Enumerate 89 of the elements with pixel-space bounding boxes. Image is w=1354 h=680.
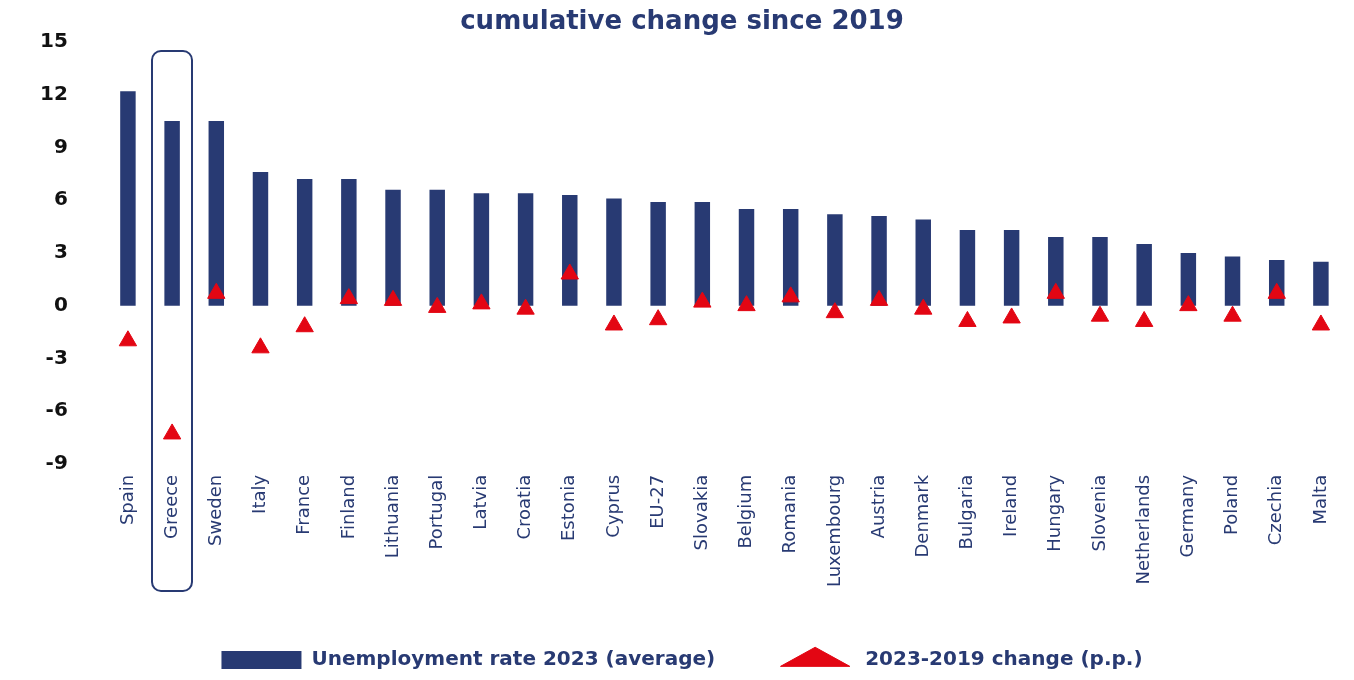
point — [295, 316, 314, 333]
bar — [164, 121, 180, 306]
bar — [606, 198, 622, 306]
y-tick-label: -6 — [45, 397, 68, 422]
y-tick-label: 3 — [53, 239, 68, 264]
x-tick-label: Malta — [1308, 474, 1330, 525]
y-tick-label: 9 — [53, 133, 68, 158]
bar — [120, 91, 136, 306]
bar — [650, 201, 666, 306]
bar — [1136, 244, 1152, 306]
bar — [429, 189, 445, 306]
y-tick-label: 0 — [53, 291, 68, 316]
point — [1002, 307, 1021, 324]
point — [869, 289, 889, 306]
bar — [473, 193, 490, 306]
x-tick-label: Bulgaria — [955, 474, 977, 550]
x-tick-label: Luxembourg — [822, 474, 844, 587]
point — [560, 263, 579, 280]
chart-title: cumulative change since 2019 — [460, 5, 904, 36]
y-tick-label: -9 — [45, 450, 68, 475]
bar — [1003, 230, 1020, 306]
bar — [208, 121, 225, 306]
point — [339, 288, 359, 305]
x-tick-label: Estonia — [557, 474, 579, 542]
x-tick-label: Hungary — [1043, 474, 1065, 552]
point — [1223, 305, 1242, 322]
y-tick-label: -3 — [45, 344, 68, 369]
x-tick-label: Ireland — [999, 474, 1021, 538]
point — [958, 310, 977, 327]
point — [162, 423, 182, 440]
x-tick-label: France — [292, 474, 314, 535]
point — [207, 282, 226, 299]
x-tick-label: Lithuania — [380, 474, 402, 559]
bar — [562, 194, 578, 306]
point — [1267, 282, 1286, 299]
bar — [1224, 256, 1241, 306]
point — [914, 298, 933, 315]
x-tick-label: Spain — [115, 474, 137, 526]
point — [825, 302, 845, 319]
point — [1135, 310, 1154, 327]
x-tick-label: Romania — [778, 474, 800, 554]
point — [1179, 295, 1198, 312]
x-tick-label: Portugal — [424, 474, 446, 550]
x-tick-label: Denmark — [910, 474, 932, 558]
x-tick-label: Latvia — [469, 474, 491, 530]
x-tick-label: Slovenia — [1087, 474, 1109, 552]
point — [472, 293, 491, 310]
bar — [915, 219, 931, 306]
point — [516, 298, 535, 315]
x-tick-label: Italy — [248, 474, 270, 514]
x-tick-label: Sweden — [203, 474, 225, 546]
bar — [1313, 261, 1329, 306]
x-tick-label: Finland — [336, 474, 358, 540]
point — [1311, 314, 1331, 331]
point — [604, 314, 624, 331]
point — [693, 291, 712, 308]
bar — [296, 179, 313, 306]
bar — [959, 230, 976, 306]
x-tick-label: Netherlands — [1131, 474, 1153, 585]
x-tick-label: Slovakia — [690, 474, 711, 551]
x-tick-label: Austria — [866, 474, 888, 539]
x-tick-label: EU-27 — [645, 474, 667, 529]
y-tick-label: 15 — [39, 28, 68, 53]
bar — [1092, 237, 1108, 306]
legend-label: 2023-2019 change (p.p.) — [865, 646, 1143, 671]
point — [118, 330, 138, 347]
point — [251, 337, 270, 354]
bar — [827, 214, 843, 306]
x-tick-label: Poland — [1220, 474, 1242, 535]
point — [428, 296, 447, 313]
x-tick-label: Czechia — [1264, 474, 1286, 546]
y-tick-label: 6 — [53, 186, 68, 211]
point — [383, 289, 403, 306]
bar — [738, 208, 755, 306]
point — [737, 295, 756, 312]
bar — [517, 193, 534, 306]
x-tick-label: Greece — [159, 474, 181, 539]
point — [648, 309, 668, 326]
point — [781, 286, 800, 303]
y-tick-label: 12 — [39, 80, 68, 105]
x-tick-label: Cyprus — [601, 474, 623, 538]
bar — [341, 179, 357, 306]
x-tick-label: Germany — [1176, 474, 1198, 558]
point — [1090, 305, 1110, 322]
point — [1046, 282, 1065, 299]
x-tick-label: Croatia — [513, 474, 535, 540]
x-tick-label: Belgium — [734, 474, 756, 549]
legend-label: Unemployment rate 2023 (average) — [311, 646, 716, 671]
bar — [252, 172, 269, 306]
